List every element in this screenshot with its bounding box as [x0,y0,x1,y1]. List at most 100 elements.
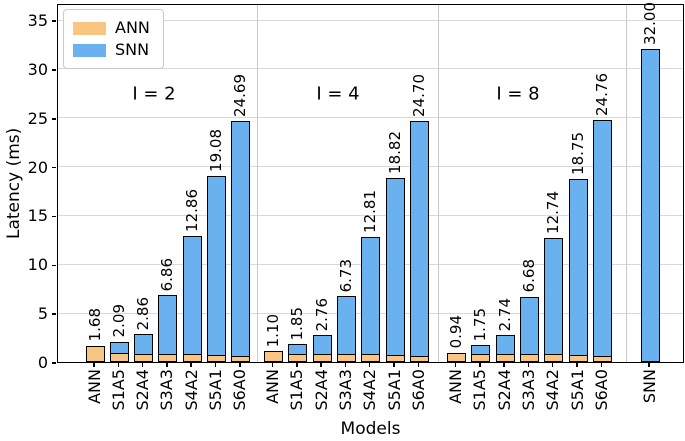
bar-snn-segment-s1a5 [109,341,129,354]
bar-ann-segment-s5a1 [207,354,226,362]
bar-ann-segment-s4a2 [544,354,564,362]
x-tick-mark [166,363,168,367]
gridline [58,166,683,168]
bar-value-label: 24.69 [231,73,250,117]
x-tick-label-s2a4: S2A4 [494,369,514,411]
bar-value-label: 1.10 [264,313,282,348]
bar-snn-segment-s3a3 [336,296,356,356]
bar-snn-segment-s1a5 [288,343,308,356]
x-tick-mark [214,363,217,367]
bar-snn-segment-s4a2 [182,236,202,356]
legend-label-snn: SNN [115,40,150,59]
x-axis-title: Models [340,419,401,439]
bar-value-label: 12.86 [182,189,201,233]
y-tick-label: 15 [27,206,48,226]
x-tick-mark [417,363,420,367]
group-annotation: I = 2 [132,83,176,105]
y-tick-mark [51,118,56,120]
x-tick-label-s6a0: S6A0 [230,369,250,411]
x-tick-mark [141,363,144,367]
bar-value-label: 2.09 [109,304,128,338]
bar-snn-segment-s5a1 [385,178,405,356]
gridline [58,68,683,70]
y-tick-label: 20 [27,157,48,177]
bar-value-label: 1.68 [85,308,104,342]
bar-ann-segment-s4a2 [182,354,202,362]
bar-value-label: 0.94 [447,315,465,349]
bar-snn-segment-s3a3 [519,296,539,356]
y-tick-mark [51,362,56,364]
bar-ann-segment-s3a3 [336,354,356,362]
x-tick-mark [93,363,95,367]
bar-ann-segment-s1a5 [471,354,491,362]
bar-value-label: 6.86 [158,257,177,291]
legend-swatch-snn-icon [73,43,106,57]
x-tick-mark [454,363,457,367]
bar-ann-segment-ann [447,352,466,362]
y-tick-mark [51,264,56,267]
y-tick-mark [51,20,56,22]
y-tick-label: 25 [27,108,48,128]
bar-value-label: 2.76 [312,297,331,332]
bar-value-label: 1.85 [288,306,307,340]
y-tick-label: 0 [37,353,48,372]
bar-ann-segment-s3a3 [158,354,178,362]
bar-value-label: 24.76 [592,73,611,117]
x-tick-label-s5a1: S5A1 [567,369,587,411]
x-tick-mark [600,363,603,367]
bar-snn-segment-s2a4 [312,335,332,356]
bar-value-label: 18.82 [385,131,404,175]
bar-value-label: 12.81 [361,189,380,233]
bar-snn-segment-s1a5 [471,344,491,356]
x-tick-mark [479,363,481,367]
x-tick-label-s1a5: S1A5 [287,369,307,411]
bar-value-label: 12.74 [544,190,563,234]
x-tick-mark [117,363,120,367]
x-tick-label-ann: ANN [84,369,104,404]
x-tick-mark [271,363,274,367]
x-tick-label-snn: SNN [639,369,659,404]
bar-value-label: 18.75 [568,131,587,175]
group-annotation: I = 4 [316,83,360,105]
bar-ann-segment-s2a4 [312,354,332,362]
x-tick-mark [368,363,371,367]
x-tick-label-ann: ANN [263,369,282,404]
x-tick-label-s3a3: S3A3 [335,369,355,411]
bar-value-label: 19.08 [207,128,225,172]
x-tick-label-s6a0: S6A0 [591,369,611,411]
gridline [58,214,683,216]
bar-snn-segment-s2a4 [134,334,154,356]
x-tick-label-s4a2: S4A2 [360,369,380,411]
bar-snn-segment-s6a0 [592,120,612,358]
x-tick-mark [503,363,505,367]
x-tick-label-s3a3: S3A3 [157,369,177,411]
bar-value-label: 1.75 [471,307,490,341]
group-separator [626,5,628,362]
bar-value-label: 2.74 [495,297,514,332]
bar-snn-segment-s4a2 [361,236,381,356]
gridline [58,117,683,119]
bar-ann-segment-s5a1 [385,354,405,362]
bar-value-label: 24.70 [409,73,428,117]
bar-snn-segment-s4a2 [544,237,564,356]
group-separator [257,5,259,362]
bar-value-label: 2.86 [134,296,153,331]
group-separator [438,5,440,362]
bar-ann-segment-s5a1 [568,354,588,362]
y-tick-label: 5 [37,304,48,324]
y-tick-mark [51,215,56,218]
x-tick-label-s4a2: S4A2 [181,369,201,411]
x-tick-label-ann: ANN [446,369,465,404]
bar-ann-segment-s3a3 [519,354,539,362]
legend-entry-snn: SNN [73,39,150,61]
y-tick-mark [51,166,56,169]
x-tick-label-s1a5: S1A5 [108,369,128,411]
bar-snn-segment-snn [640,49,660,362]
bar-value-label: 6.68 [519,259,538,293]
x-tick-mark [239,363,241,367]
x-tick-mark [393,363,395,367]
x-tick-label-s3a3: S3A3 [518,369,538,411]
bar-ann-segment-s2a4 [134,354,154,362]
bar-snn-segment-s5a1 [207,175,226,356]
